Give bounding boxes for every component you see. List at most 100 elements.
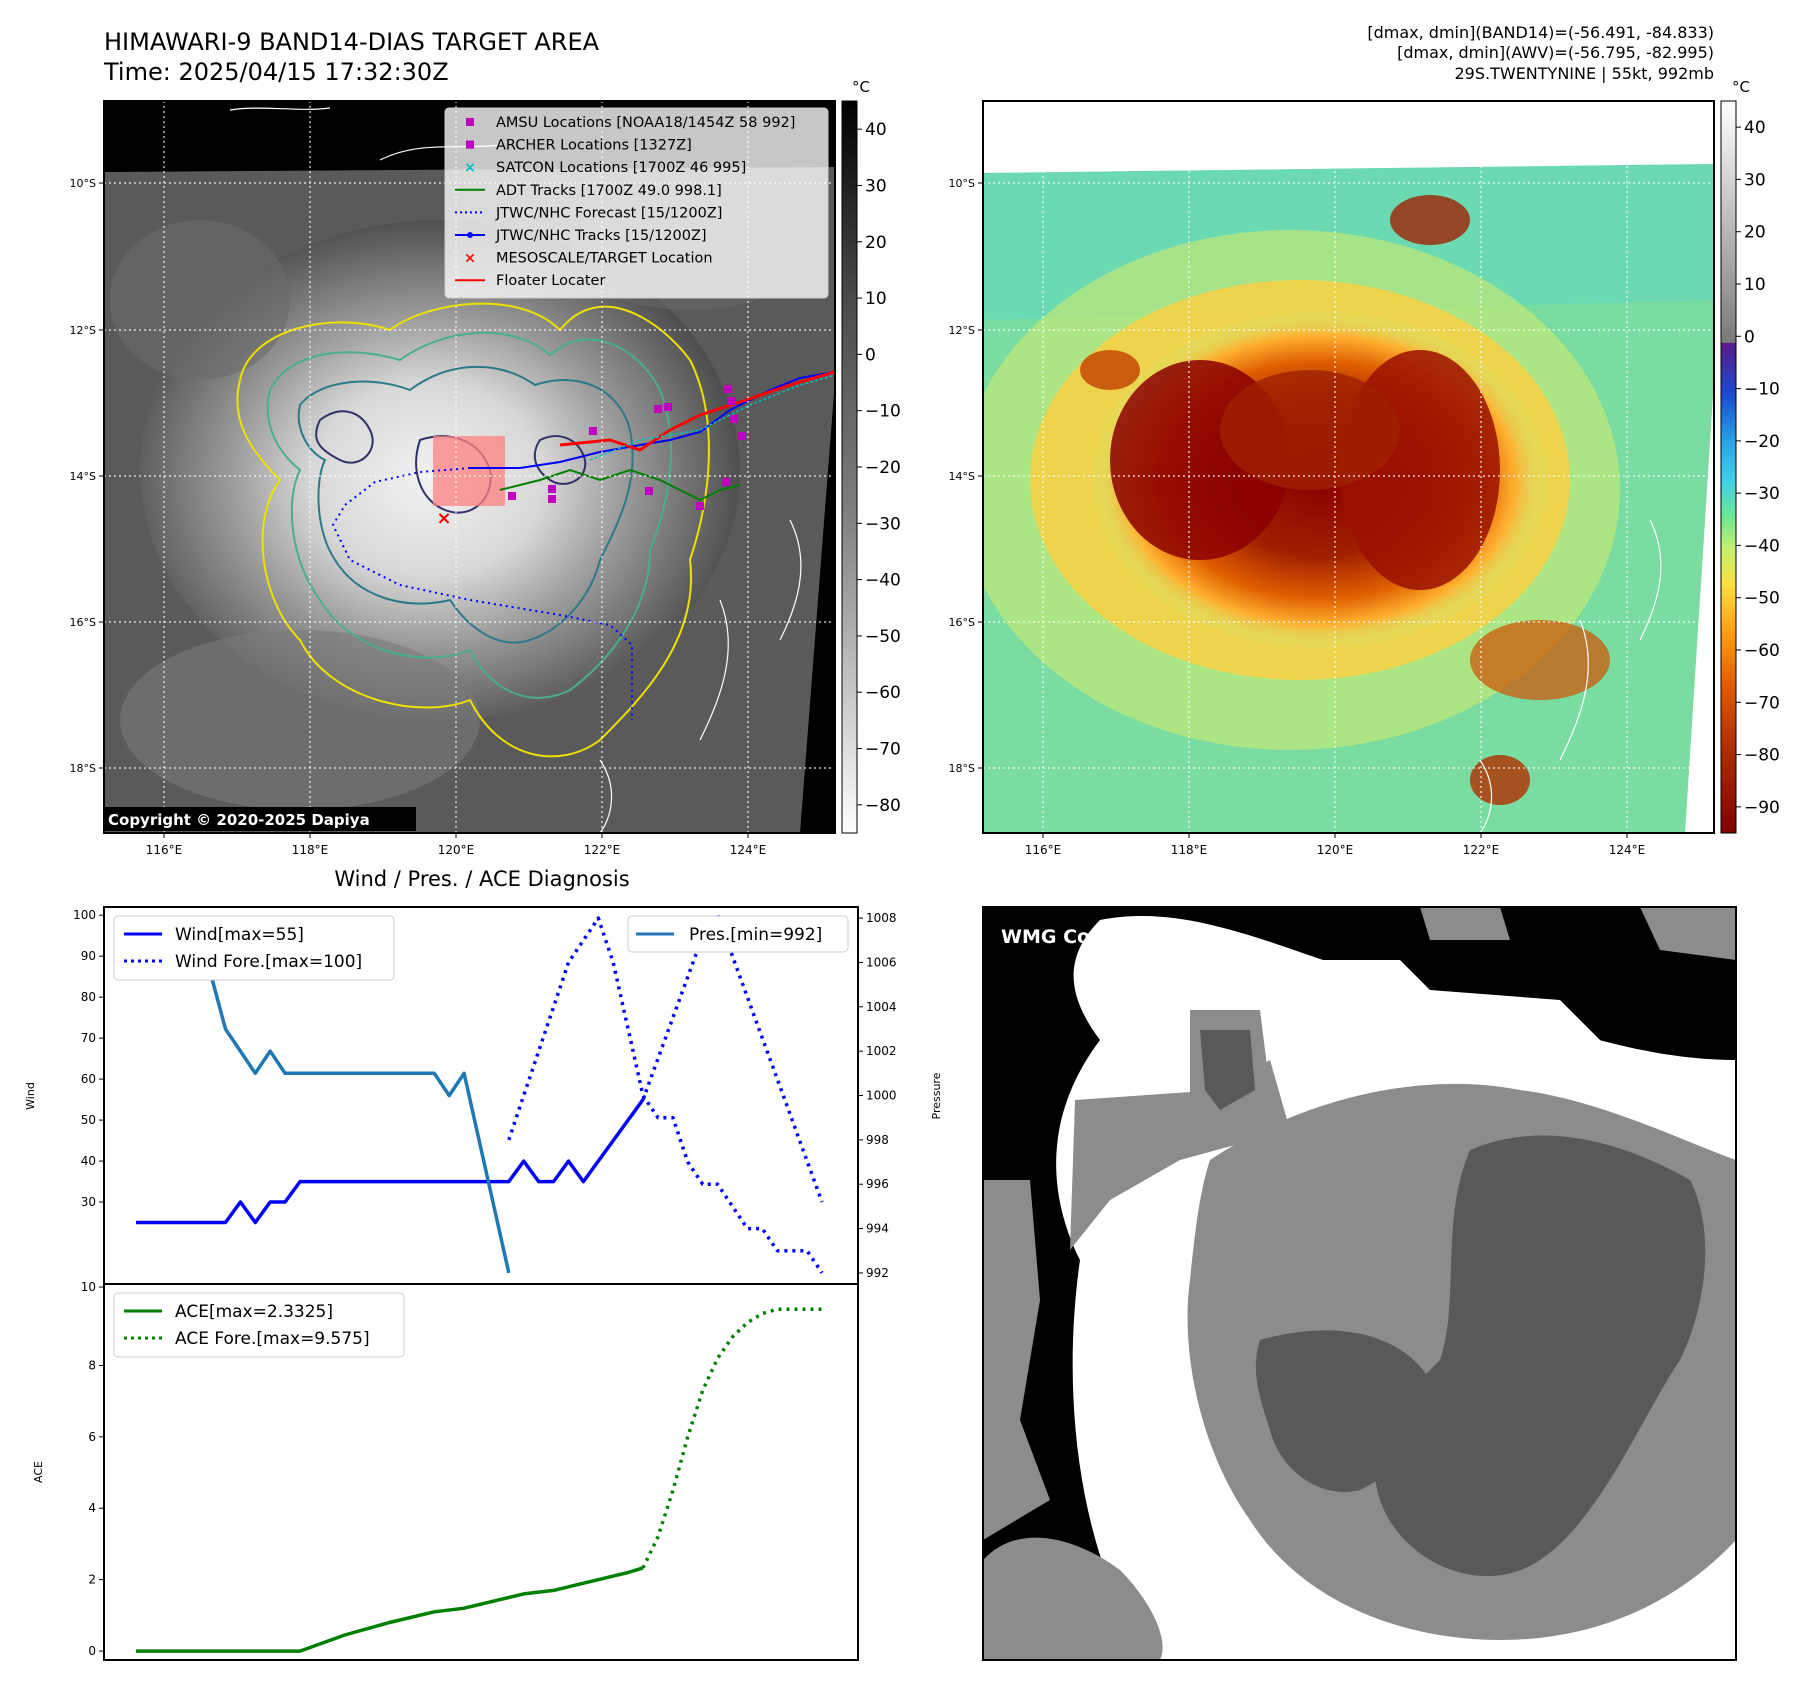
colorbar-tick-label: 40 xyxy=(1744,118,1766,138)
pressure-tick-label: 1000 xyxy=(866,1089,897,1103)
diag-series-1 xyxy=(641,913,824,1203)
colorbar-tick-label: 30 xyxy=(865,176,887,196)
colorbar-tick-label: 20 xyxy=(865,233,887,253)
lat-tick-label: 16°S xyxy=(949,616,975,629)
legend-dot-5 xyxy=(467,232,473,238)
colorbar-tick-label: −30 xyxy=(865,514,901,534)
lon-tick-label: 120°E xyxy=(1317,843,1354,857)
wind-legend: Wind[max=55] Wind Fore.[max=100] xyxy=(113,915,395,981)
wmg-count-label: WMG Count: 0 xyxy=(1001,926,1154,948)
ir-color-map xyxy=(982,100,1715,834)
legend-label-1: ARCHER Locations [1327Z] xyxy=(496,138,692,154)
lat-tick-label: 16°S xyxy=(70,616,96,629)
colorbar-tick-label: 0 xyxy=(865,345,876,365)
legend-label-4: JTWC/NHC Forecast [15/1200Z] xyxy=(495,205,722,221)
legend-marker-0 xyxy=(466,118,474,126)
track-legend: AMSU Locations [NOAA18/1454Z 58 992] ARCH… xyxy=(444,107,829,299)
ace-tick-label: 2 xyxy=(88,1573,96,1587)
wind-tick-label: 100 xyxy=(73,908,96,922)
pressure-legend: Pres.[min=992] xyxy=(627,915,849,953)
pressure-legend-label: Pres.[min=992] xyxy=(689,925,822,945)
colorbar-tick-label: −70 xyxy=(1744,693,1780,713)
ace-tick-label: 0 xyxy=(88,1644,96,1658)
lat-tick-label: 12°S xyxy=(70,324,96,337)
legend-label-6: MESOSCALE/TARGET Location xyxy=(496,251,713,267)
ace-legend-label: ACE[max=2.3325] xyxy=(175,1302,333,1322)
colorbar-tick-label: 10 xyxy=(865,289,887,309)
wmg-panel: WMG Count: 0 xyxy=(982,906,1737,1661)
legend-label-5: JTWC/NHC Tracks [15/1200Z] xyxy=(495,228,707,244)
ace-axis-label: ACE xyxy=(32,1461,45,1483)
colorbar-tick-label: −50 xyxy=(865,627,901,647)
lon-tick-label: 118°E xyxy=(292,843,329,857)
colorbar-tick-label: −20 xyxy=(1744,432,1780,452)
ace-legend: ACE[max=2.3325] ACE Fore.[max=9.575] xyxy=(113,1292,405,1358)
colorbar-tick-label: −90 xyxy=(1744,798,1780,818)
wind-tick-label: 60 xyxy=(81,1072,96,1086)
ace-tick-label: 8 xyxy=(88,1358,96,1372)
lat-tick-label: 18°S xyxy=(70,762,96,775)
svg-text:×: × xyxy=(436,508,451,529)
legend-label-2: SATCON Locations [1700Z 46 995] xyxy=(496,160,746,176)
pressure-tick-label: 1006 xyxy=(866,955,897,969)
diag-series-3 xyxy=(507,916,824,1274)
lat-tick-label: 12°S xyxy=(949,324,975,337)
legend-marker-6: × xyxy=(464,251,476,267)
colorbar-tick-label: 20 xyxy=(1744,223,1766,243)
colorbar-tick-label: −80 xyxy=(865,796,901,816)
colorbar-tick-label: −60 xyxy=(865,683,901,703)
colorbar-tick-label: 0 xyxy=(1744,327,1755,347)
lon-tick-label: 116°E xyxy=(146,843,183,857)
lat-tick-label: 18°S xyxy=(949,762,975,775)
pressure-tick-label: 1002 xyxy=(866,1044,897,1058)
diagnosis-title: Wind / Pres. / ACE Diagnosis xyxy=(334,867,629,891)
lon-tick-label: 122°E xyxy=(1463,843,1500,857)
pressure-tick-label: 994 xyxy=(866,1222,889,1236)
pressure-tick-label: 1004 xyxy=(866,1000,897,1014)
lat-tick-label: 14°S xyxy=(949,470,975,483)
info-line-1: [dmax, dmin](BAND14)=(-56.491, -84.833) xyxy=(1367,23,1714,42)
diag-series-0 xyxy=(136,1098,645,1225)
map-axis-ticks: 116°E 118°E 120°E 122°E 124°E 10°S 12°S 14°S 16°… xyxy=(70,177,1646,857)
wind-tick-label: 40 xyxy=(81,1154,96,1168)
gray-colorbar-unit: °C xyxy=(852,78,870,96)
colorbar-tick-label: −40 xyxy=(865,571,901,591)
colorbar-tick-label: −60 xyxy=(1744,641,1780,661)
wind-fore-legend-label: Wind Fore.[max=100] xyxy=(175,952,362,972)
lon-tick-label: 124°E xyxy=(1609,843,1646,857)
copyright-label: Copyright © 2020-2025 Dapiya xyxy=(108,811,370,829)
colorbar-tick-label: −70 xyxy=(865,740,901,760)
wind-tick-label: 30 xyxy=(81,1195,96,1209)
wind-tick-label: 50 xyxy=(81,1113,96,1127)
lat-tick-label: 10°S xyxy=(949,177,975,190)
legend-marker-2: × xyxy=(464,160,476,176)
legend-marker-1 xyxy=(466,140,474,149)
lon-tick-label: 116°E xyxy=(1025,843,1062,857)
colorbar-tick-label: −10 xyxy=(1744,380,1780,400)
pressure-tick-label: 1008 xyxy=(866,911,897,925)
lon-tick-label: 120°E xyxy=(438,843,475,857)
lat-tick-label: 14°S xyxy=(70,470,96,483)
wind-tick-label: 70 xyxy=(81,1031,96,1045)
colorbar-tick-label: −10 xyxy=(865,402,901,422)
pressure-axis-label: Pressure xyxy=(930,1072,943,1119)
colorbar-tick-label: −80 xyxy=(1744,746,1780,766)
color-colorbar: °C 40 30 20 10 0 −10 −20 −30 −40 −50 −60 −70 −80 −90 xyxy=(1720,78,1780,834)
lon-tick-label: 124°E xyxy=(730,843,767,857)
pressure-tick-label: 998 xyxy=(866,1133,889,1147)
pressure-tick-label: 996 xyxy=(866,1177,889,1191)
colorbar-tick-label: −50 xyxy=(1744,589,1780,609)
colorbar-tick-label: −30 xyxy=(1744,484,1780,504)
ace-fore-legend-label: ACE Fore.[max=9.575] xyxy=(175,1329,370,1349)
ace-series-1 xyxy=(641,1307,822,1569)
ace-tick-label: 6 xyxy=(88,1430,96,1444)
ace-tick-label: 4 xyxy=(88,1501,96,1515)
colorbar-tick-label: 10 xyxy=(1744,275,1766,295)
colorbar-tick-label: 40 xyxy=(865,120,887,140)
pressure-tick-label: 992 xyxy=(866,1266,889,1280)
wind-legend-label: Wind[max=55] xyxy=(175,925,304,945)
info-line-3: 29S.TWENTYNINE | 55kt, 992mb xyxy=(1455,64,1715,83)
title-line-1: HIMAWARI-9 BAND14-DIAS TARGET AREA xyxy=(104,28,600,56)
lat-tick-label: 10°S xyxy=(70,177,96,190)
